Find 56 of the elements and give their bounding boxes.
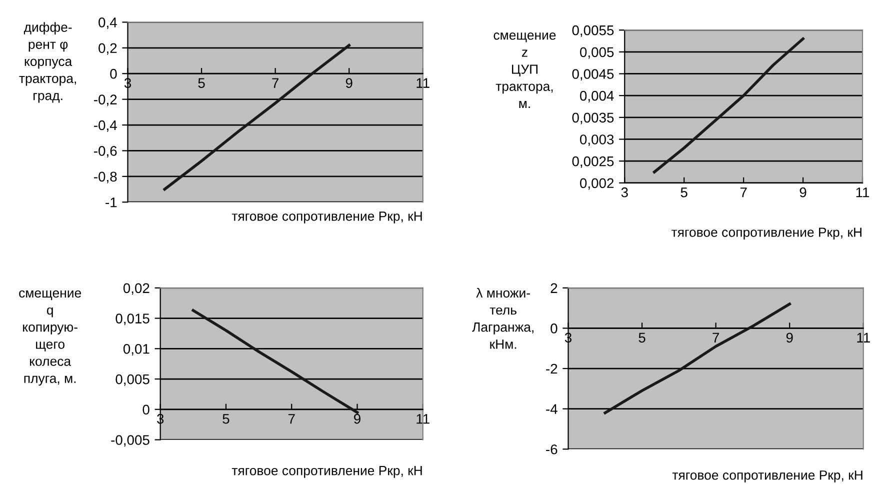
- x-axis-title: тяговое сопротивление Ркр, кН: [672, 470, 862, 482]
- line-series: [652, 37, 804, 174]
- line-series: [192, 308, 359, 414]
- x-tick-label: 5: [198, 78, 205, 88]
- line-series: [163, 44, 350, 191]
- y-tick-label: 0,003: [580, 134, 614, 146]
- y-tick-label: 0,2: [98, 43, 117, 55]
- x-tick-label: 7: [740, 188, 747, 198]
- y-tick-label: 0,02: [123, 283, 150, 295]
- x-tick-label: 11: [416, 78, 430, 88]
- x-axis-title: тяговое сопротивление Ркр, кН: [232, 212, 422, 224]
- y-tick-label: -4: [546, 404, 558, 414]
- x-tick-label: 9: [800, 187, 806, 198]
- y-tick-label: 0,015: [116, 314, 150, 326]
- y-tick-label: 0: [142, 404, 150, 415]
- y-tick-label: -0,6: [94, 146, 117, 158]
- y-tick-label: 0: [550, 324, 558, 334]
- y-tick-label: 0,002: [580, 178, 614, 190]
- line-series: [604, 302, 791, 414]
- y-tick-label: -0,2: [94, 94, 117, 106]
- x-tick-label: 11: [857, 332, 870, 342]
- x-tick-label: 11: [416, 414, 430, 424]
- y-axis-title: λ множи- тель Лагранжа, кНм.: [472, 288, 534, 349]
- y-tick-label: 0,01: [123, 344, 150, 356]
- y-axis-title: диффе- рент φ корпуса трактора, град.: [19, 22, 76, 103]
- y-tick-label: -0,005: [111, 435, 150, 447]
- y-tick-label: -0,8: [94, 172, 117, 184]
- x-tick-label: 5: [222, 414, 230, 424]
- x-tick-label: 9: [346, 78, 352, 88]
- x-axis-title: тяговое сопротивление Ркр, кН: [232, 466, 422, 478]
- x-axis-title: тяговое сопротивление Ркр, кН: [672, 228, 862, 240]
- y-tick-label: 0,0045: [572, 69, 614, 81]
- y-tick-label: 0,0035: [572, 112, 614, 124]
- x-tick-label: 7: [712, 332, 719, 342]
- y-axis-title: смещение q копирую- щего колеса плуга, м.: [19, 290, 82, 386]
- x-tick-label: 7: [288, 414, 295, 424]
- y-tick-label: 0,0055: [572, 25, 614, 37]
- y-tick-label: 0,4: [98, 18, 117, 29]
- x-tick-label: 5: [638, 332, 646, 343]
- y-tick-label: 0,005: [580, 47, 614, 59]
- y-tick-label: 0,005: [116, 374, 150, 386]
- x-tick-label: 5: [680, 188, 688, 198]
- x-tick-label: 11: [856, 188, 870, 198]
- y-axis-title: смещение z ЦУП трактора, м.: [494, 32, 556, 108]
- y-tick-label: -0,4: [94, 120, 117, 132]
- x-tick-label: 9: [786, 332, 793, 343]
- x-tick-label: 9: [354, 414, 360, 424]
- y-tick-label: -2: [546, 364, 558, 374]
- y-tick-label: 0,004: [580, 90, 614, 102]
- x-tick-label: 3: [621, 187, 628, 198]
- y-tick-label: -6: [546, 444, 558, 454]
- y-tick-label: -1: [106, 198, 117, 208]
- x-tick-label: 7: [272, 78, 278, 88]
- y-tick-label: 0,0025: [572, 156, 614, 168]
- y-tick-label: 0: [110, 68, 117, 79]
- y-tick-label: 2: [550, 283, 558, 293]
